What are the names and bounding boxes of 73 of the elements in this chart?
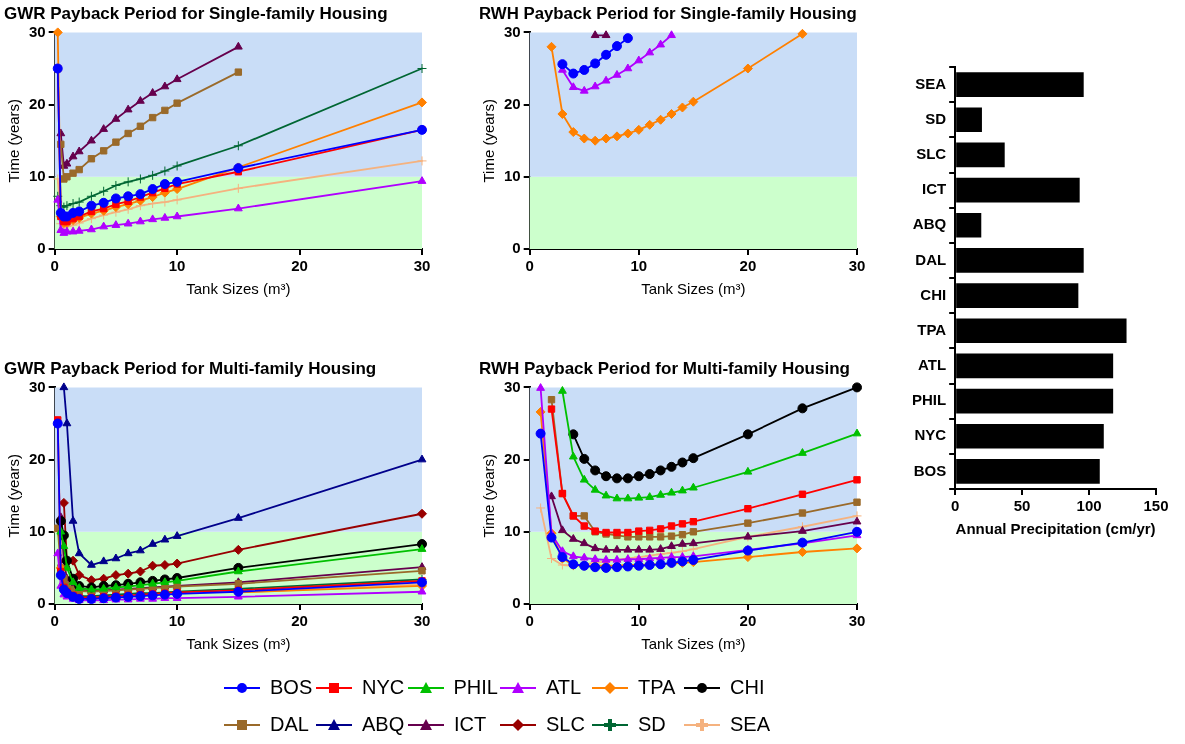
y-tick-label: 10: [504, 166, 521, 184]
x-tick-label: 20: [291, 257, 308, 275]
x-tick-label: 20: [291, 612, 308, 630]
legend-label: BOS: [270, 676, 313, 699]
y-tick-label: 30: [504, 377, 521, 395]
x-tick-label: 0: [525, 257, 534, 275]
legend-label: DAL: [270, 713, 309, 736]
chart-title: GWR Payback Period for Multi-family Housing: [4, 358, 377, 378]
y-tick-label: NYC: [914, 426, 947, 444]
chart-title: RWH Payback Period for Single-family Housing: [479, 3, 857, 23]
x-tick-label: 50: [1013, 497, 1031, 515]
x-tick-label: 0: [50, 612, 59, 630]
y-tick-label: PHIL: [912, 391, 947, 409]
x-tick-label: 10: [168, 612, 186, 630]
y-axis-title: Time (years): [480, 453, 498, 538]
y-tick-label: ABQ: [912, 215, 947, 233]
legend-label: SD: [638, 713, 666, 736]
y-axis-title: Time (years): [480, 98, 498, 183]
y-tick-label: ICT: [922, 180, 947, 198]
x-axis-title: Tank Sizes (m³): [186, 280, 291, 298]
y-tick-label: ATL: [918, 356, 947, 374]
x-tick-label: 0: [50, 257, 59, 275]
y-tick-label: 20: [29, 449, 46, 467]
y-tick-label: SEA: [915, 74, 947, 92]
y-tick-label: CHI: [920, 285, 947, 303]
y-tick-label: TPA: [917, 320, 947, 338]
x-tick-label: 30: [848, 257, 866, 275]
legend-label: SEA: [730, 713, 771, 736]
legend-label: ATL: [546, 676, 582, 699]
x-tick-label: 0: [525, 612, 534, 630]
y-axis-title: Time (years): [5, 453, 23, 538]
y-tick-label: 20: [29, 94, 46, 112]
y-tick-label: DAL: [915, 250, 947, 268]
y-tick-label: 20: [504, 449, 521, 467]
y-tick-label: 0: [37, 594, 46, 612]
legend-label: ABQ: [362, 713, 405, 736]
y-axis-title: Time (years): [5, 98, 23, 183]
y-tick-label: 10: [504, 521, 521, 539]
y-tick-label: BOS: [913, 461, 947, 479]
legend-label: PHIL: [453, 676, 498, 699]
chart-title: RWH Payback Period for Multi-family Housing: [479, 358, 850, 378]
x-tick-label: 0: [951, 497, 960, 515]
y-tick-label: 0: [512, 594, 521, 612]
x-tick-label: 30: [848, 612, 866, 630]
y-tick-label: 30: [29, 377, 46, 395]
y-tick-label: 30: [29, 22, 46, 40]
y-tick-label: SLC: [916, 145, 947, 163]
legend-label: TPA: [638, 676, 676, 699]
y-tick-label: 30: [504, 22, 521, 40]
y-tick-label: 20: [504, 94, 521, 112]
legend-label: CHI: [730, 676, 765, 699]
y-tick-label: SD: [925, 109, 947, 127]
x-axis-title: Tank Sizes (m³): [641, 280, 746, 298]
x-axis-title: Tank Sizes (m³): [641, 635, 746, 653]
x-tick-label: 20: [739, 257, 757, 275]
x-tick-label: 10: [168, 257, 186, 275]
x-tick-label: 10: [630, 257, 648, 275]
x-axis-title: Annual Precipitation (cm/yr): [955, 520, 1156, 538]
y-tick-label: 0: [512, 239, 521, 257]
legend-label: ICT: [454, 713, 487, 736]
y-tick-label: 10: [29, 521, 46, 539]
y-tick-label: 10: [29, 166, 46, 184]
x-tick-label: 30: [413, 257, 431, 275]
legend-label: SLC: [546, 713, 585, 736]
y-tick-label: 0: [37, 239, 46, 257]
x-tick-label: 10: [630, 612, 648, 630]
x-axis-title: Tank Sizes (m³): [186, 635, 291, 653]
x-tick-label: 150: [1143, 497, 1169, 515]
chart-title: GWR Payback Period for Single-family Housing: [4, 3, 388, 23]
x-tick-label: 100: [1076, 497, 1102, 515]
x-tick-label: 20: [739, 612, 757, 630]
x-tick-label: 30: [413, 612, 431, 630]
legend-label: NYC: [362, 676, 405, 699]
